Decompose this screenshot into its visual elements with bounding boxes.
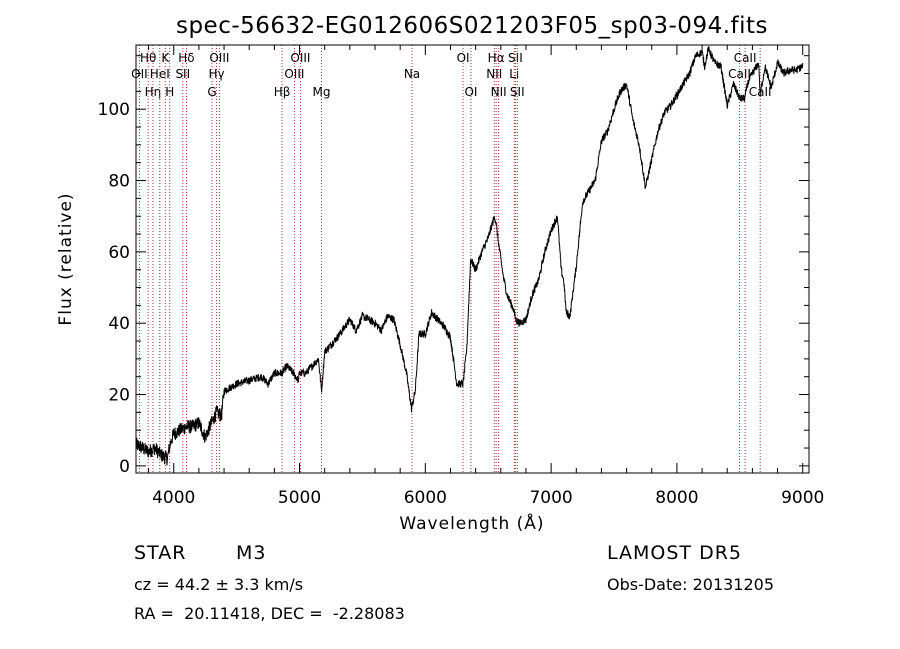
line-marker-label: SII [510,85,525,99]
object-subclass: M3 [236,542,267,564]
observation-date: Obs-Date: 20131205 [607,575,775,594]
line-marker-label: CaII [728,67,751,81]
line-marker-label: OIII [290,51,310,65]
y-tick-label: 100 [98,100,130,120]
y-tick-label: 80 [108,172,130,192]
y-tick-label: 0 [119,457,130,477]
y-tick-label: 40 [108,314,130,334]
x-tick-label: 6000 [404,488,447,508]
line-marker-label: Hβ [274,85,291,99]
spectral-line-markers: OIIHθHηHeIKHHδSIIGHγOIIIHβOIIIOIIIMgNaOI… [131,45,772,473]
line-marker-label: HeI [150,67,170,81]
line-marker-label: K [161,51,170,65]
line-marker-label: OI [464,85,477,99]
line-marker-label: Hη [145,85,162,99]
line-marker-label: Hδ [178,51,194,65]
y-tick-label: 60 [108,243,130,263]
line-marker-label: Hγ [208,67,224,81]
x-tick-label: 9000 [781,488,824,508]
plot-frame [135,44,810,474]
line-marker-label: Hθ [140,51,156,65]
redshift-velocity: cz = 44.2 ± 3.3 km/s [134,575,304,594]
coordinates: RA = 20.11418, DEC = -2.28083 [134,604,405,623]
line-marker-label: H [165,85,174,99]
x-axis: 4000 5000 6000 7000 8000 9000 [148,45,824,508]
line-marker-label: SII [508,51,523,65]
line-marker-label: NII [491,85,507,99]
spectrum-line [135,46,804,466]
line-marker-label: OIII [284,67,304,81]
line-marker-label: Li [509,67,519,81]
x-tick-label: 7000 [529,488,572,508]
line-marker-label: Mg [313,85,331,99]
x-tick-label: 8000 [655,488,698,508]
survey-name: LAMOST DR5 [607,542,742,564]
line-marker-label: OI [457,51,470,65]
line-marker-label: G [207,85,216,99]
line-marker-label: SII [175,67,190,81]
y-axis: 0 20 40 60 80 100 [98,55,809,477]
object-class: STAR [134,542,187,564]
line-marker-label: Hα [488,51,505,65]
line-marker-label: OIII [209,51,229,65]
x-axis-label: Wavelength (Å) [399,512,544,534]
chart-title: spec-56632-EG012606S021203F05_sp03-094.f… [176,13,768,39]
y-axis-label: Flux (relative) [56,192,76,325]
y-tick-label: 20 [108,386,130,406]
line-marker-label: Na [404,67,420,81]
x-tick-label: 4000 [152,488,195,508]
x-tick-label: 5000 [278,488,321,508]
line-marker-label: NII [486,67,502,81]
line-marker-label: CaII [734,51,757,65]
